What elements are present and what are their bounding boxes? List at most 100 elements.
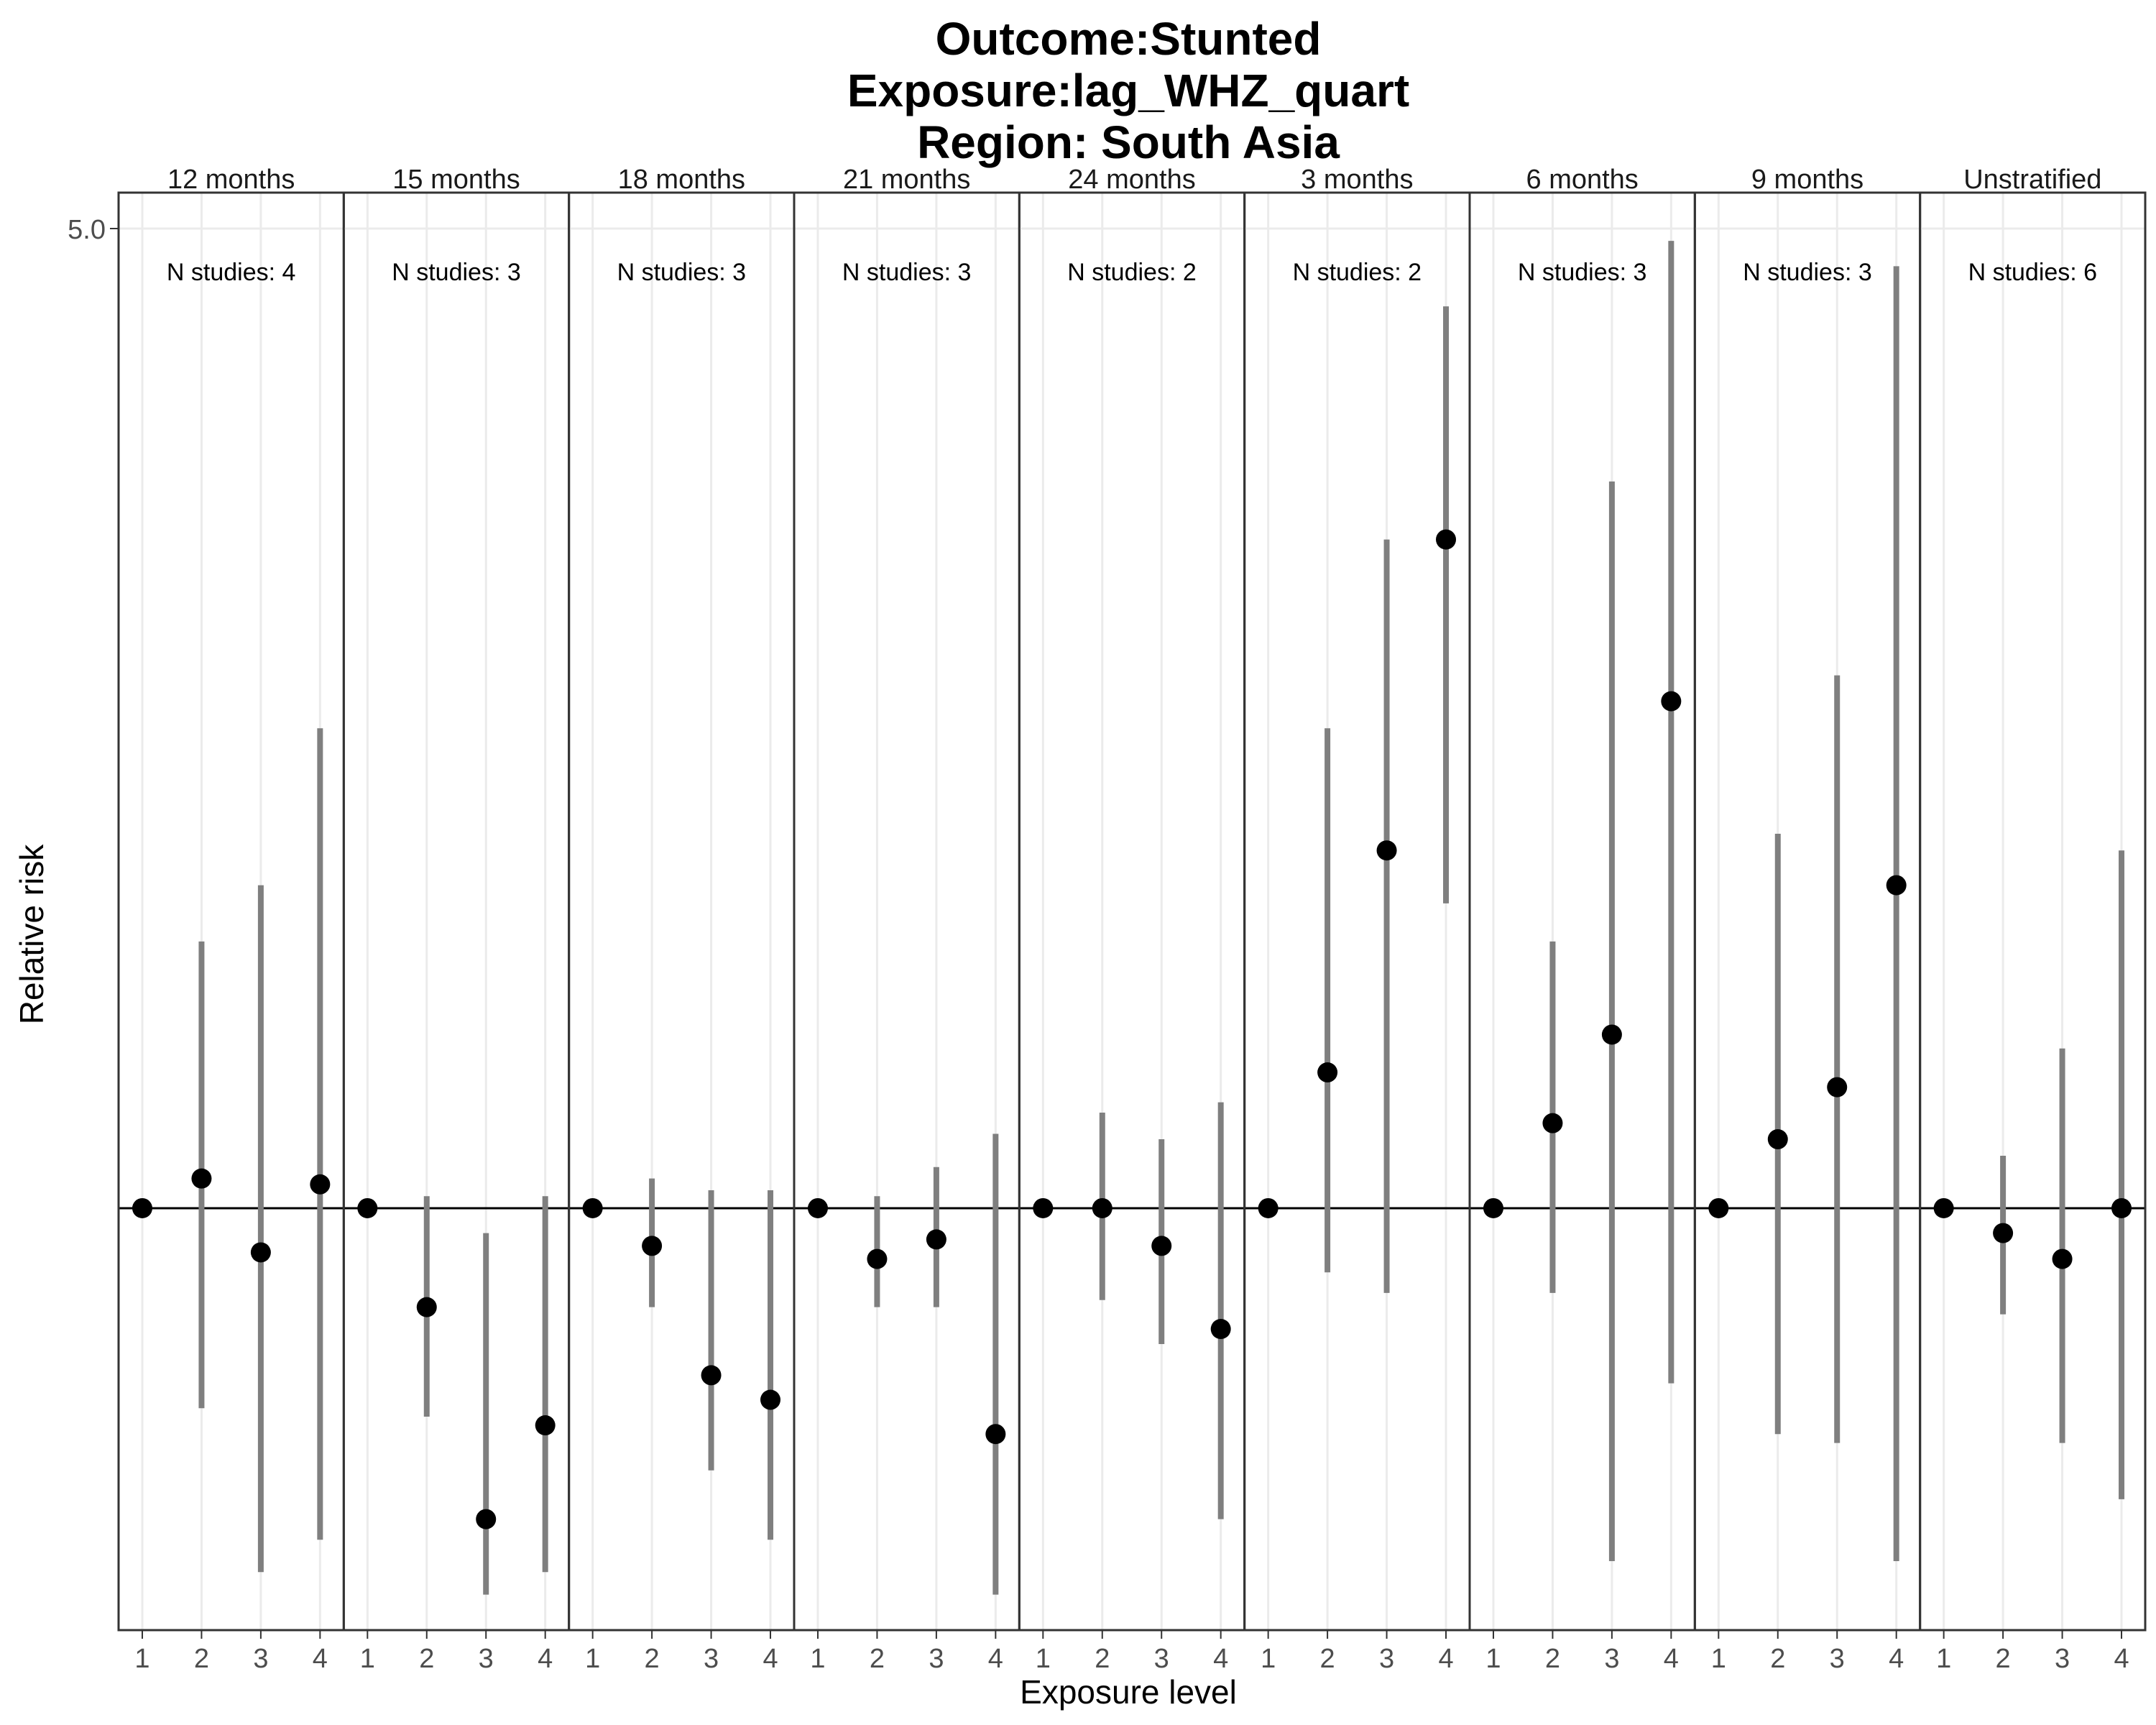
estimate-point bbox=[2052, 1248, 2073, 1269]
x-tick-label: 1 bbox=[134, 1644, 149, 1674]
estimate-point bbox=[1661, 691, 1682, 712]
x-tick-label: 2 bbox=[1095, 1644, 1110, 1674]
x-tick-label: 1 bbox=[1936, 1644, 1951, 1674]
facet-panels: 12 months N studies: 4 1 2 3 4 15 months N stud… bbox=[117, 165, 2147, 1674]
x-tick-label: 4 bbox=[1664, 1644, 1679, 1674]
y-axis: 5.0 bbox=[68, 215, 119, 245]
x-tick-label: 3 bbox=[704, 1644, 719, 1674]
facet-strip-label: 18 months bbox=[618, 165, 745, 195]
x-tick-label: 1 bbox=[1711, 1644, 1726, 1674]
estimate-point bbox=[357, 1197, 378, 1218]
x-tick-label: 4 bbox=[1438, 1644, 1453, 1674]
x-tick-label: 4 bbox=[2114, 1644, 2129, 1674]
estimate-point bbox=[1886, 875, 1907, 896]
estimate-point bbox=[867, 1248, 888, 1269]
facet-panel: 15 months N studies: 3 1 2 3 4 bbox=[342, 165, 571, 1674]
facet-panel: 18 months N studies: 3 1 2 3 4 bbox=[568, 165, 796, 1674]
estimate-point bbox=[1601, 1024, 1622, 1045]
x-tick-label: 2 bbox=[1770, 1644, 1785, 1674]
x-tick-label: 4 bbox=[538, 1644, 553, 1674]
x-tick-label: 1 bbox=[360, 1644, 375, 1674]
estimate-point bbox=[1993, 1223, 2014, 1243]
n-studies-label: N studies: 2 bbox=[1067, 259, 1197, 286]
x-tick-label: 3 bbox=[1379, 1644, 1394, 1674]
x-tick-label: 3 bbox=[1154, 1644, 1169, 1674]
x-tick-label: 2 bbox=[419, 1644, 434, 1674]
facet-panel: 24 months N studies: 2 1 2 3 4 bbox=[1018, 165, 1246, 1674]
n-studies-label: N studies: 3 bbox=[617, 259, 747, 286]
estimate-point bbox=[1767, 1129, 1788, 1150]
x-tick-label: 2 bbox=[870, 1644, 885, 1674]
y-axis-title: Relative risk bbox=[13, 844, 50, 1025]
x-tick-label: 3 bbox=[479, 1644, 494, 1674]
x-tick-label: 2 bbox=[645, 1644, 660, 1674]
estimate-point bbox=[1827, 1077, 1848, 1098]
facet-panel: Unstratified N studies: 6 1 2 3 4 bbox=[1919, 165, 2147, 1674]
estimate-point bbox=[985, 1424, 1006, 1445]
estimate-point bbox=[250, 1242, 271, 1263]
estimate-point bbox=[1708, 1197, 1729, 1218]
x-tick-label: 1 bbox=[585, 1644, 600, 1674]
estimate-point bbox=[1483, 1197, 1503, 1218]
estimate-point bbox=[416, 1297, 437, 1317]
estimate-point bbox=[132, 1197, 152, 1218]
x-tick-label: 3 bbox=[2055, 1644, 2070, 1674]
estimate-point bbox=[1933, 1197, 1954, 1218]
n-studies-label: N studies: 4 bbox=[167, 259, 296, 286]
x-tick-label: 1 bbox=[1485, 1644, 1501, 1674]
x-tick-label: 2 bbox=[1545, 1644, 1560, 1674]
facet-strip-label: 3 months bbox=[1301, 165, 1413, 195]
facet-strip-label: 6 months bbox=[1526, 165, 1639, 195]
x-tick-label: 3 bbox=[929, 1644, 944, 1674]
estimate-point bbox=[1210, 1319, 1231, 1340]
estimate-point bbox=[760, 1389, 781, 1410]
x-tick-label: 4 bbox=[1889, 1644, 1904, 1674]
x-tick-label: 1 bbox=[810, 1644, 825, 1674]
x-tick-label: 3 bbox=[253, 1644, 268, 1674]
n-studies-label: N studies: 6 bbox=[1968, 259, 2098, 286]
chart-title-line-2: Exposure:lag_WHZ_quart bbox=[847, 65, 1409, 116]
facet-strip-label: 12 months bbox=[167, 165, 295, 195]
x-tick-label: 1 bbox=[1261, 1644, 1276, 1674]
facet-strip-label: 9 months bbox=[1751, 165, 1864, 195]
x-tick-label: 2 bbox=[194, 1644, 209, 1674]
n-studies-label: N studies: 3 bbox=[842, 259, 972, 286]
estimate-point bbox=[1092, 1197, 1112, 1218]
estimate-point bbox=[582, 1197, 603, 1218]
x-tick-label: 4 bbox=[988, 1644, 1003, 1674]
x-tick-label: 1 bbox=[1036, 1644, 1051, 1674]
facet-strip-label: 24 months bbox=[1068, 165, 1195, 195]
facet-strip-label: 15 months bbox=[392, 165, 520, 195]
facet-panel: 9 months N studies: 3 1 2 3 4 bbox=[1693, 165, 1922, 1674]
x-tick-label: 4 bbox=[763, 1644, 778, 1674]
estimate-point bbox=[1033, 1197, 1054, 1218]
facet-panel: 6 months N studies: 3 1 2 3 4 bbox=[1468, 165, 1696, 1674]
chart-title-line-3: Region: South Asia bbox=[917, 116, 1340, 168]
estimate-point bbox=[1317, 1062, 1338, 1083]
facet-panel: 3 months N studies: 2 1 2 3 4 bbox=[1243, 165, 1471, 1674]
estimate-point bbox=[1151, 1236, 1172, 1256]
n-studies-label: N studies: 3 bbox=[1743, 259, 1872, 286]
estimate-point bbox=[1542, 1113, 1563, 1133]
estimate-point bbox=[926, 1229, 946, 1250]
x-tick-label: 2 bbox=[1996, 1644, 2011, 1674]
n-studies-label: N studies: 3 bbox=[392, 259, 521, 286]
facet-panel: 12 months N studies: 4 1 2 3 4 bbox=[117, 165, 345, 1674]
estimate-point bbox=[642, 1236, 663, 1256]
estimate-point bbox=[1376, 840, 1397, 861]
estimate-point bbox=[310, 1174, 331, 1195]
estimate-point bbox=[191, 1168, 212, 1189]
n-studies-label: N studies: 3 bbox=[1518, 259, 1647, 286]
x-tick-label: 2 bbox=[1320, 1644, 1335, 1674]
estimate-point bbox=[1258, 1197, 1279, 1218]
x-tick-label: 3 bbox=[1604, 1644, 1619, 1674]
facet-strip-label: Unstratified bbox=[1963, 165, 2101, 195]
estimate-point bbox=[1436, 529, 1457, 550]
y-tick-label: 5.0 bbox=[68, 215, 106, 245]
x-tick-label: 4 bbox=[1213, 1644, 1228, 1674]
x-axis-title: Exposure level bbox=[1020, 1673, 1237, 1711]
panel-border bbox=[1919, 191, 2147, 1632]
estimate-point bbox=[476, 1509, 497, 1530]
